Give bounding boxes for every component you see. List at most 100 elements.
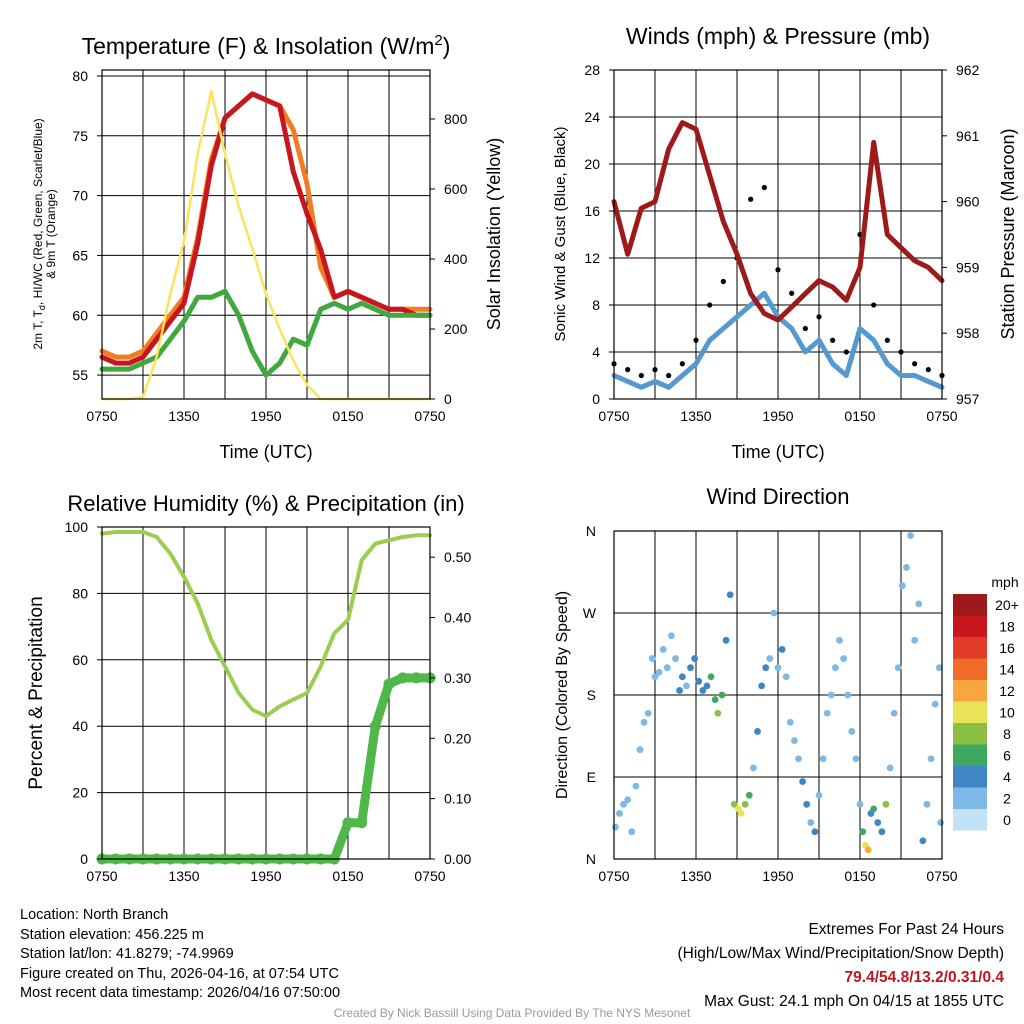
direction-frame bbox=[613, 530, 943, 860]
legend-label: 6 bbox=[1003, 748, 1011, 764]
x-tick-label: 0750 bbox=[86, 868, 117, 884]
legend-label: 2 bbox=[1003, 791, 1011, 807]
direction-point bbox=[718, 691, 726, 699]
gust-point bbox=[748, 196, 754, 202]
direction-point bbox=[882, 800, 890, 808]
x-tick-label: 1350 bbox=[168, 868, 199, 884]
direction-point bbox=[750, 764, 757, 772]
direction-point bbox=[770, 609, 778, 617]
direction-point bbox=[687, 664, 694, 672]
direction-point bbox=[722, 636, 730, 644]
direction-point bbox=[935, 664, 943, 672]
x-tick-label: 0750 bbox=[414, 408, 445, 424]
direction-point bbox=[644, 709, 652, 717]
y2-tick-label: 957 bbox=[956, 391, 980, 407]
relative-humidity-line bbox=[100, 530, 432, 719]
winds-title: Winds (mph) & Pressure (mb) bbox=[626, 23, 930, 49]
extremes-values: 79.4/54.8/13.2/0.31/0.4 bbox=[844, 969, 1004, 986]
temperature-ylabel-line2: & 9m T (Orange) bbox=[44, 189, 58, 279]
direction-point bbox=[836, 636, 843, 644]
speed-legend-title: mph bbox=[991, 574, 1018, 590]
station-pressure-line bbox=[611, 120, 945, 323]
x-tick-label: 0150 bbox=[844, 868, 875, 884]
y-tick-label: W bbox=[583, 605, 597, 621]
gust-point bbox=[761, 184, 767, 191]
y2-tick-label: 962 bbox=[956, 62, 980, 78]
x-tick-label: 0750 bbox=[926, 408, 957, 424]
direction-point bbox=[655, 668, 663, 676]
insolation-ylabel: Solar Insolation (Yellow) bbox=[484, 138, 504, 330]
gust-point bbox=[816, 314, 822, 320]
y-tick-label: 80 bbox=[72, 585, 88, 601]
gust-point bbox=[884, 337, 890, 343]
temperature-panel: Temperature (F) & Insolation (W/m2) 0750… bbox=[31, 32, 504, 462]
direction-title: Wind Direction bbox=[706, 484, 849, 509]
gust-point bbox=[693, 337, 699, 343]
y2-tick-label: 960 bbox=[956, 194, 980, 210]
direction-point bbox=[859, 828, 867, 836]
x-tick-label: 0150 bbox=[332, 868, 363, 884]
direction-point bbox=[923, 800, 931, 808]
direction-point bbox=[672, 655, 679, 662]
legend-label: 0 bbox=[1003, 812, 1011, 828]
direction-point bbox=[678, 673, 686, 681]
y2-tick-label: 0.50 bbox=[444, 549, 471, 565]
humidity-ylabel: Percent & Precipitation bbox=[26, 596, 47, 789]
direction-point bbox=[819, 755, 827, 763]
direction-point bbox=[620, 800, 627, 808]
y-tick-label: 75 bbox=[72, 128, 88, 144]
direction-point bbox=[903, 564, 910, 571]
direction-point bbox=[786, 718, 794, 726]
direction-point bbox=[898, 582, 906, 590]
direction-point bbox=[878, 828, 886, 836]
winds-panel: Winds (mph) & Pressure (mb) 0750 1350 1950… bbox=[552, 23, 1018, 462]
x-tick-label: 0750 bbox=[926, 868, 957, 884]
direction-point bbox=[890, 709, 898, 717]
y-tick-label: 40 bbox=[72, 718, 88, 734]
credit-text: Created By Nick Bassill Using Data Provi… bbox=[333, 1006, 691, 1020]
direction-point bbox=[931, 700, 939, 708]
direction-point bbox=[927, 755, 935, 763]
temperature-title: Temperature (F) & Insolation (W/m2) bbox=[82, 32, 451, 59]
y2-tick-label: 0.40 bbox=[444, 610, 471, 626]
legend-label: 10 bbox=[999, 705, 1015, 721]
direction-point bbox=[703, 682, 711, 690]
y2-tick-label: 0.20 bbox=[444, 730, 471, 746]
legend-label: 20+ bbox=[995, 597, 1019, 613]
direction-point bbox=[711, 696, 719, 703]
direction-point bbox=[659, 646, 667, 653]
gust-point bbox=[652, 367, 658, 373]
x-tick-label: 1350 bbox=[680, 868, 711, 884]
direction-ylabel: Direction (Colored By Speed) bbox=[554, 591, 571, 799]
gust-point bbox=[898, 349, 904, 355]
direction-point bbox=[832, 664, 839, 672]
direction-point bbox=[648, 655, 656, 662]
y-tick-label: 55 bbox=[72, 367, 88, 383]
direction-point bbox=[663, 664, 671, 672]
direction-point bbox=[737, 810, 745, 817]
direction-point bbox=[864, 846, 872, 854]
y-tick-label: 65 bbox=[72, 247, 88, 263]
direction-point bbox=[624, 796, 632, 804]
extremes-title: Extremes For Past 24 Hours bbox=[808, 921, 1004, 938]
legend-swatch bbox=[953, 658, 987, 680]
legend-swatch bbox=[953, 809, 987, 831]
gust-point bbox=[775, 267, 781, 273]
direction-point bbox=[676, 687, 683, 694]
humidity-title: Relative Humidity (%) & Precipitation (i… bbox=[67, 491, 464, 516]
created-text: Figure created on Thu, 2026-04-16, at 07… bbox=[20, 965, 339, 982]
legend-label: 4 bbox=[1003, 769, 1011, 785]
x-tick-label: 1950 bbox=[250, 408, 281, 424]
winds-xlabel: Time (UTC) bbox=[731, 442, 824, 462]
y2-tick-label: 400 bbox=[444, 251, 468, 267]
y2-tick-label: 961 bbox=[956, 128, 980, 144]
x-tick-label: 0150 bbox=[844, 408, 875, 424]
x-tick-label: 0750 bbox=[598, 408, 629, 424]
y-tick-label: 70 bbox=[72, 188, 88, 204]
y2-tick-label: 958 bbox=[956, 325, 980, 341]
direction-point bbox=[640, 718, 648, 726]
gust-point bbox=[720, 278, 726, 285]
y-tick-label: 60 bbox=[72, 652, 88, 668]
location-text: Location: North Branch bbox=[20, 907, 169, 923]
direction-point bbox=[699, 687, 707, 694]
